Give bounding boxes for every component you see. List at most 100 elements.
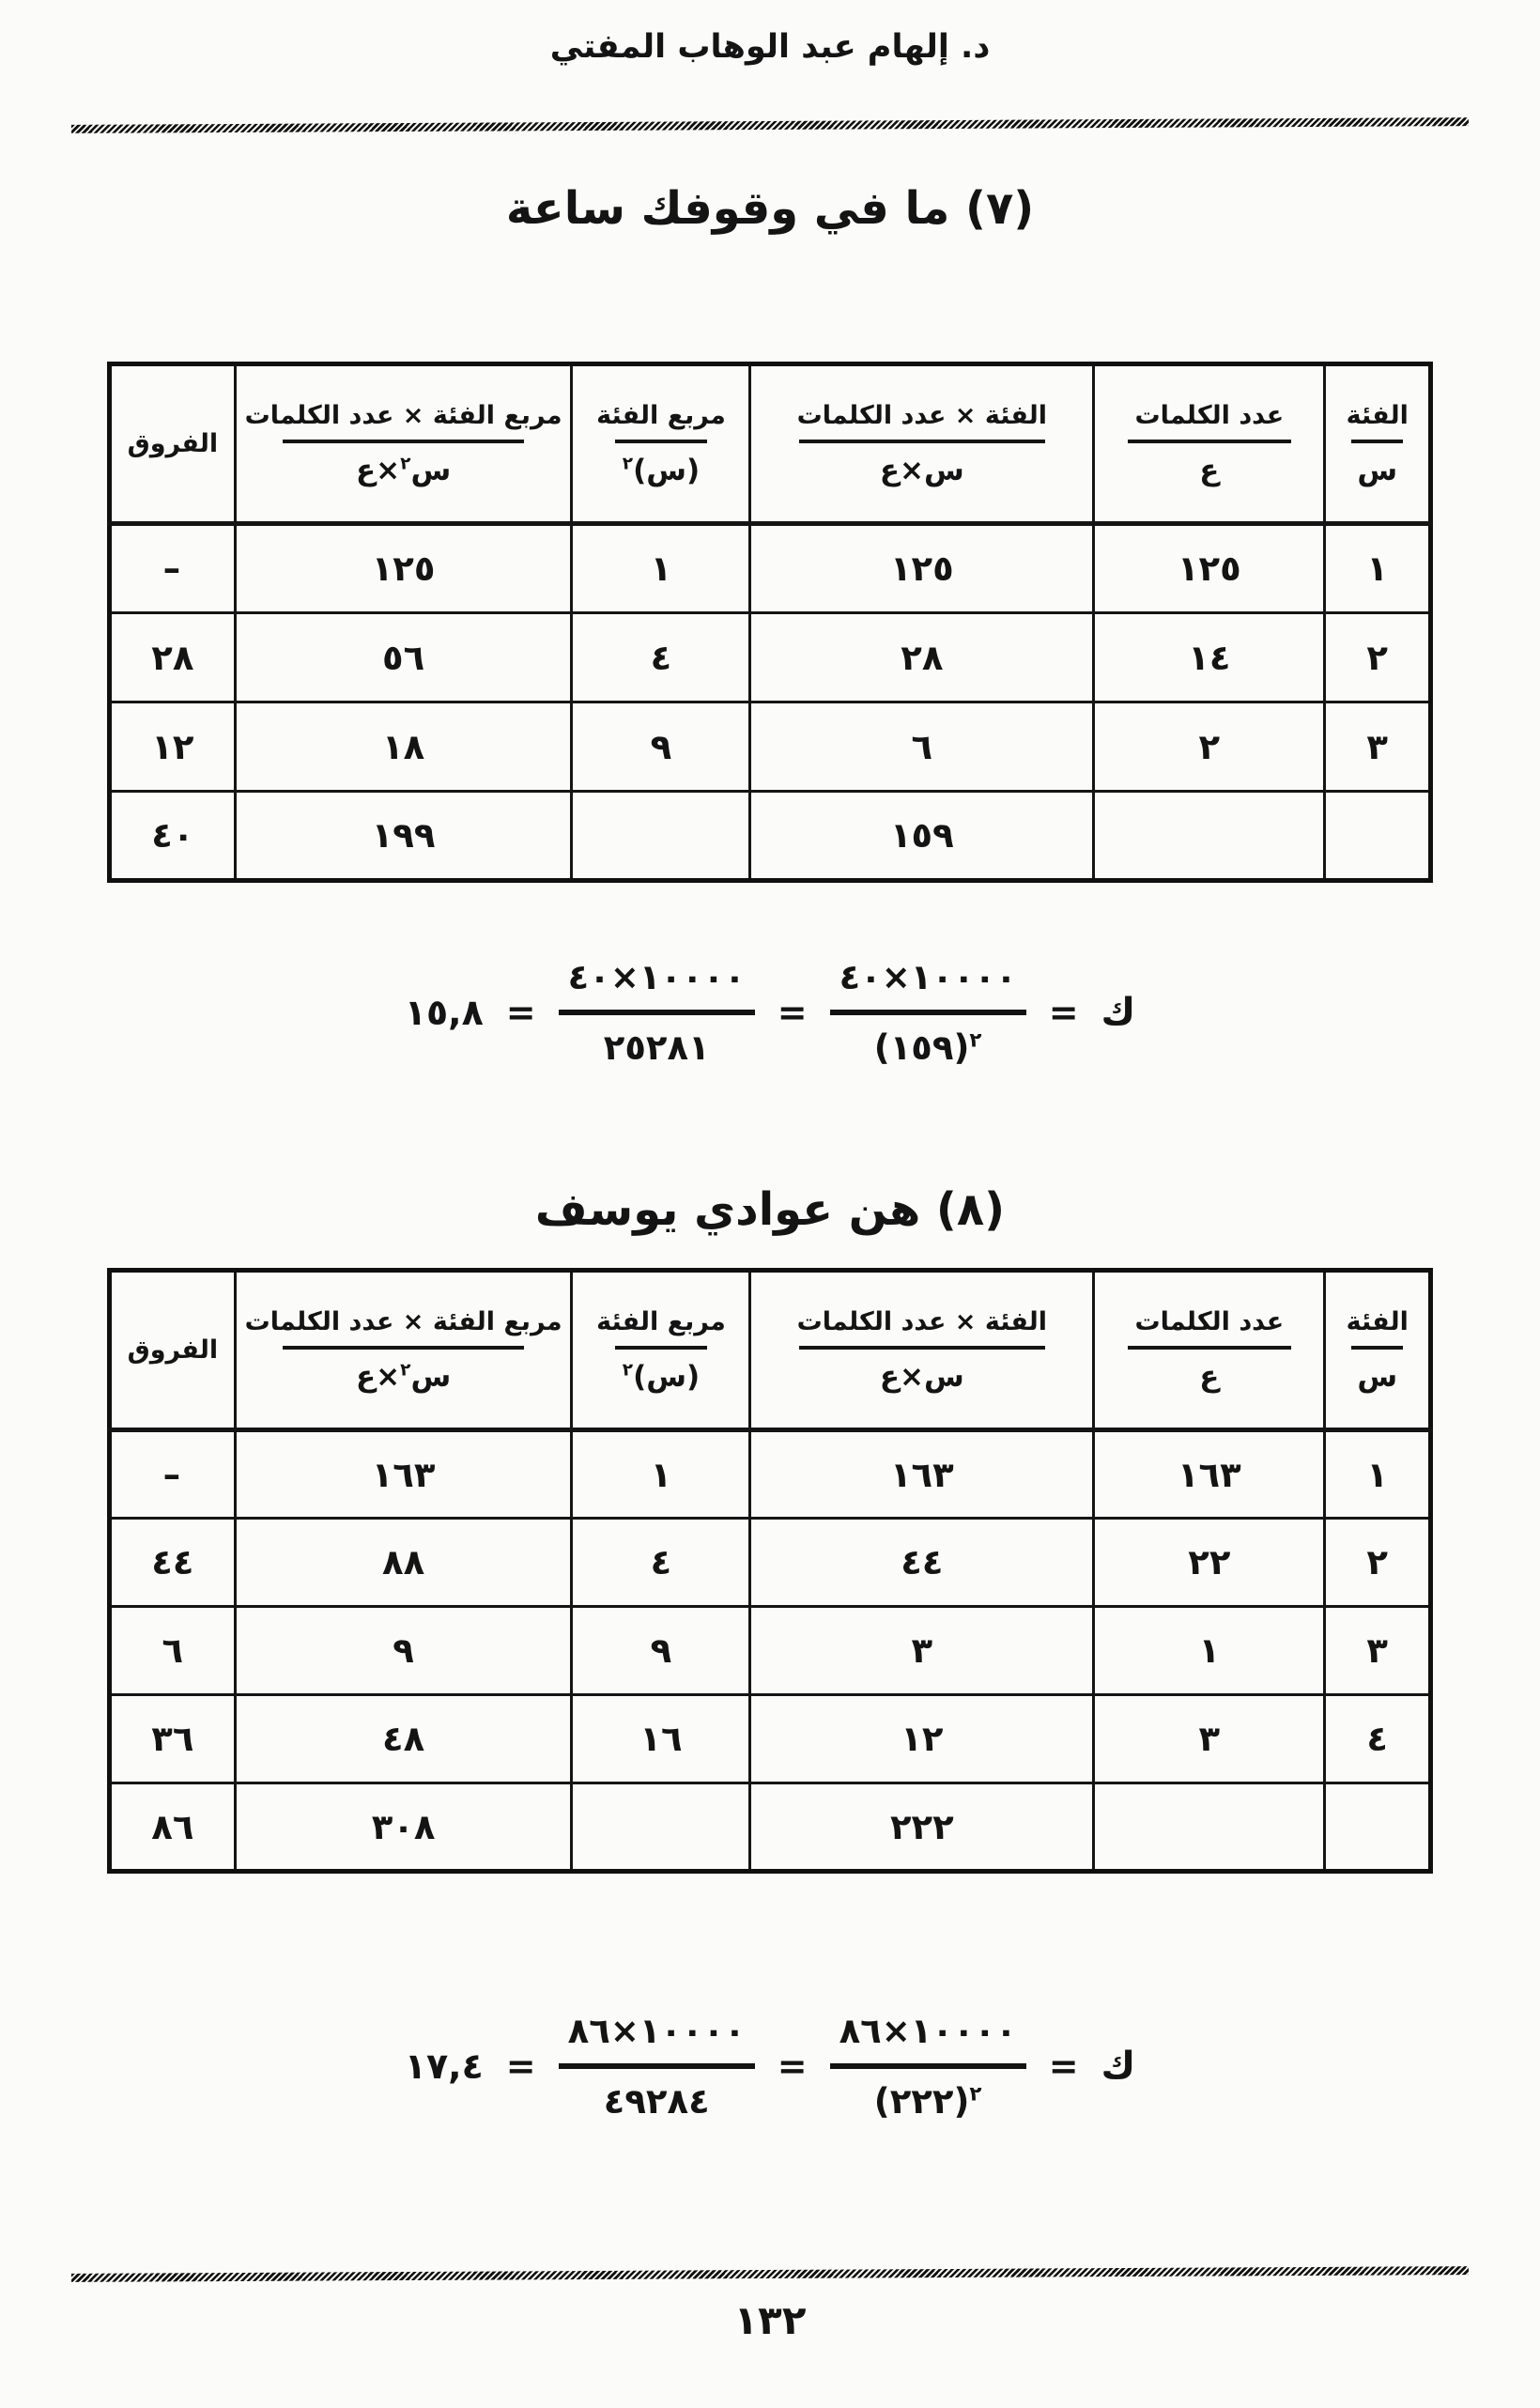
- table-cell: ١٢٥: [233, 522, 574, 614]
- table-cell: ٤: [570, 611, 752, 703]
- column-symbol: س: [1330, 454, 1424, 487]
- table-cell: ٤٤: [748, 1517, 1096, 1608]
- equals-sign: =: [505, 992, 536, 1033]
- section-8-title: (٨) هن عوادي يوسف: [534, 1183, 1006, 1236]
- table-body: ١ ١٦٣ ١٦٣ ١ ١٦٣–٢ ٢٢ ٤٤ ٤ ٨٨ ٤٤ ٣ ١ ٣ ٩ ٩ ٦ ٤ ٣ ١٢ ١٦ ٤٨ ٣٦ ٢٢…: [108, 1428, 1432, 1873]
- table-header: الفئة س عدد الكلمات ع الفئة × عدد الكلما…: [108, 1269, 1432, 1432]
- column-underline: [614, 1346, 708, 1351]
- table-header: الفئة س عدد الكلمات ع الفئة × عدد الكلما…: [108, 363, 1432, 526]
- fraction-bar: [558, 2063, 755, 2069]
- column-header-squared-times-words: مربع الفئة × عدد الكلمات س٢×ع: [233, 363, 574, 526]
- fraction-numeric-denominator: ١٠٠٠٠×٤٠ ٢٥٢٨١: [558, 957, 755, 1068]
- table-cell: [1092, 790, 1327, 882]
- symbol-suffix: ×ع: [355, 1360, 401, 1395]
- table-cell: ١: [1092, 1605, 1327, 1696]
- fraction-bar: [558, 1010, 755, 1015]
- table-row: ١٥٩ ١٩٩ ٤٠: [108, 790, 1432, 882]
- column-header-category: الفئة س: [1323, 363, 1432, 526]
- formula-result: ١٥,٨: [404, 992, 484, 1033]
- column-header-category-times-words: الفئة × عدد الكلمات س×ع: [748, 1269, 1096, 1432]
- column-underline: [1127, 440, 1291, 444]
- table-cell: ١٢٥: [1092, 522, 1327, 614]
- column-underline: [1351, 440, 1404, 444]
- symbol-text: س: [1357, 1360, 1398, 1395]
- equals-sign: =: [505, 2045, 536, 2087]
- footer-separator-line: [70, 2266, 1470, 2282]
- fraction-numerator: ١٠٠٠٠×٤٠: [839, 957, 1017, 997]
- column-label: الفئة × عدد الكلمات: [796, 1306, 1048, 1336]
- table-row: ٢ ١٤ ٢٨ ٤ ٥٦ ٢٨: [108, 611, 1432, 703]
- column-label: الفروق: [127, 428, 219, 458]
- column-underline: [282, 440, 525, 444]
- column-header-category-times-words: الفئة × عدد الكلمات س×ع: [748, 363, 1096, 526]
- symbol-text: (س): [633, 454, 701, 488]
- table-cell: ١٢: [108, 701, 237, 793]
- table-cell: [1092, 1782, 1327, 1873]
- column-label: مربع الفئة: [596, 400, 726, 430]
- column-underline: [282, 1346, 525, 1351]
- equals-sign: =: [777, 992, 808, 1033]
- section-8-table: الفئة س عدد الكلمات ع الفئة × عدد الكلما…: [107, 1268, 1433, 1874]
- coefficient-symbol: ك: [1101, 2045, 1136, 2088]
- column-label: الفئة: [1346, 400, 1409, 430]
- fraction-squared-denominator: ١٠٠٠٠×٤٠ ٢(١٥٩): [829, 957, 1026, 1068]
- table-cell: ٨٨: [233, 1517, 574, 1608]
- column-symbol: (س)٢: [577, 454, 745, 487]
- column-label: مربع الفئة × عدد الكلمات: [244, 400, 562, 430]
- column-header-differences: الفروق: [108, 363, 237, 526]
- column-underline: [614, 440, 708, 444]
- column-symbol: س×ع: [755, 454, 1088, 487]
- column-label: الفئة: [1346, 1306, 1409, 1336]
- page-header-author: د. إلهام عبد الوهاب المفتي: [549, 28, 991, 66]
- fraction-numerator: ١٠٠٠٠×٨٦: [839, 2011, 1017, 2051]
- table-cell: ٩: [570, 1605, 752, 1696]
- table-cell: ٩: [233, 1605, 574, 1696]
- table-cell: [1323, 1782, 1432, 1873]
- formula-result: ١٧,٤: [404, 2045, 484, 2087]
- table-cell: ١٦: [570, 1693, 752, 1784]
- table-cell: ١٥٩: [748, 790, 1096, 882]
- column-label: مربع الفئة × عدد الكلمات: [244, 1306, 562, 1336]
- fraction-bar: [829, 2063, 1026, 2069]
- column-underline: [1351, 1346, 1404, 1351]
- table-cell: ٤٤: [108, 1517, 237, 1608]
- table-cell: ٢٢٢: [748, 1782, 1096, 1873]
- symbol-text: س: [1357, 454, 1398, 488]
- column-header-category-squared: مربع الفئة (س)٢: [570, 1269, 752, 1432]
- table-cell: ١٨: [233, 701, 574, 793]
- column-label: الفروق: [127, 1335, 219, 1365]
- column-header-category-squared: مربع الفئة (س)٢: [570, 363, 752, 526]
- table-cell: ٢: [1323, 611, 1432, 703]
- column-label: الفئة × عدد الكلمات: [796, 400, 1048, 430]
- denominator-base: (٢٢٢): [873, 2081, 970, 2122]
- column-label: عدد الكلمات: [1134, 1306, 1285, 1336]
- table-cell: ٨٦: [108, 1782, 237, 1873]
- fraction-denominator: ٢(٢٢٢): [874, 2069, 982, 2122]
- section-8-formula: ك = ١٠٠٠٠×٨٦ ٢(٢٢٢) = ١٠٠٠٠×٨٦ ٤٩٢٨٤ = ١…: [0, 1982, 1540, 2151]
- table-cell: ١٢: [748, 1693, 1096, 1784]
- table-cell: ١: [1323, 1428, 1432, 1520]
- symbol-text: ع: [1199, 1360, 1220, 1395]
- denominator-exponent: ٢: [969, 1028, 982, 1053]
- table-cell: ٢٢: [1092, 1517, 1327, 1608]
- coefficient-symbol: ك: [1101, 991, 1136, 1034]
- symbol-text: س×ع: [879, 1360, 964, 1395]
- column-symbol: س٢×ع: [240, 1360, 567, 1394]
- table-cell: –: [108, 1428, 237, 1520]
- column-header-word-count: عدد الكلمات ع: [1092, 363, 1327, 526]
- table-cell: [1323, 790, 1432, 882]
- column-header-squared-times-words: مربع الفئة × عدد الكلمات س٢×ع: [233, 1269, 574, 1432]
- table-cell: [570, 1782, 752, 1873]
- table-body: ١ ١٢٥ ١٢٥ ١ ١٢٥–٢ ١٤ ٢٨ ٤ ٥٦ ٢٨ ٣ ٢ ٦ ٩ ١٨ ١٢ ١٥٩ ١٩٩ ٤٠: [108, 522, 1432, 882]
- column-header-category: الفئة س: [1323, 1269, 1432, 1432]
- equals-sign: =: [1048, 992, 1079, 1033]
- symbol-exponent: ٢: [622, 1361, 634, 1382]
- fraction-denominator: ٢(١٥٩): [874, 1015, 982, 1068]
- table-cell: ٣٦: [108, 1693, 237, 1784]
- column-underline: [1127, 1346, 1291, 1351]
- fraction-denominator: ٢٥٢٨١: [603, 1027, 710, 1068]
- table-cell: ٢: [1323, 1517, 1432, 1608]
- table-cell: ٤٨: [233, 1693, 574, 1784]
- table-cell: ٩: [570, 701, 752, 793]
